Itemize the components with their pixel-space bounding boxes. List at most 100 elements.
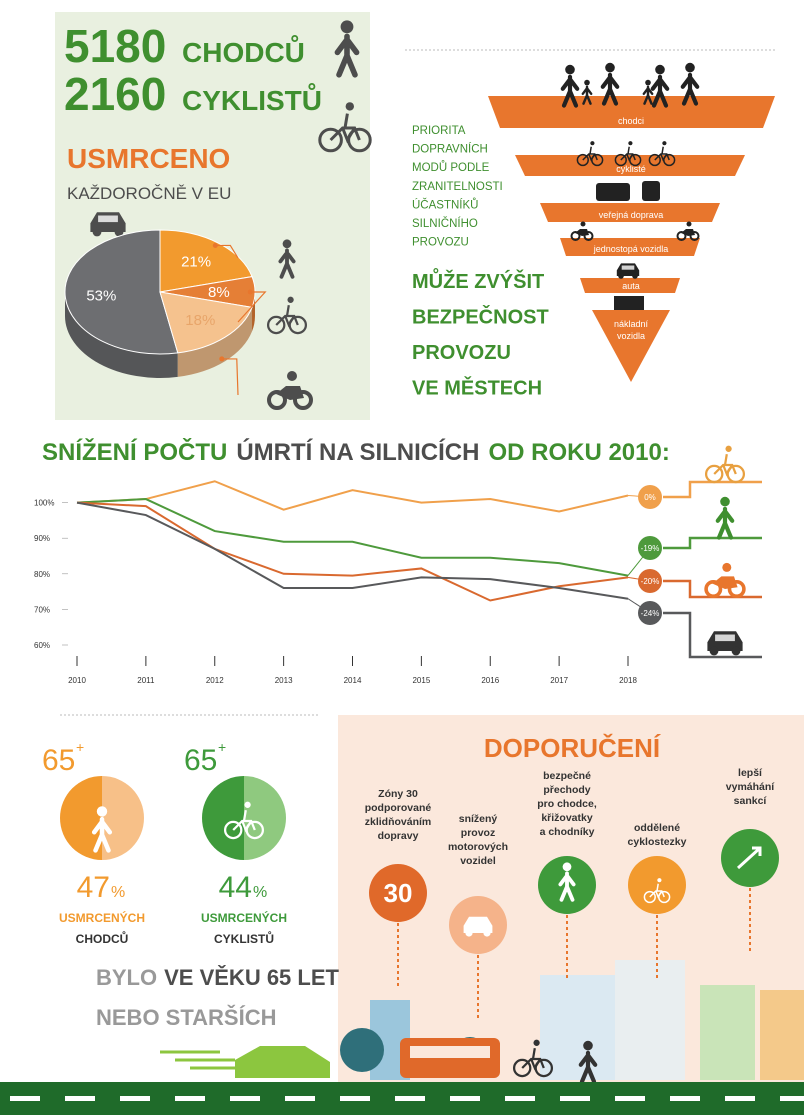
icon-part — [713, 454, 737, 477]
icon-part — [318, 127, 343, 153]
headline-number: 2160 — [64, 68, 166, 120]
recommendation-text: sankcí — [734, 795, 768, 807]
y-tick-label: 80% — [34, 570, 50, 579]
x-tick-label: 2013 — [275, 676, 293, 685]
road-dash — [615, 1096, 645, 1101]
pie-slice — [159, 229, 253, 293]
icon-arrow — [736, 846, 762, 870]
road-dash — [560, 1096, 590, 1101]
recommendation-text: zklidňováním — [365, 816, 432, 828]
bus-window — [410, 1046, 490, 1058]
series-line — [76, 501, 629, 600]
icon-part — [649, 883, 665, 899]
road-dash — [285, 1096, 315, 1101]
icon-part — [576, 153, 589, 167]
icon-part — [582, 146, 598, 162]
icon-part — [114, 227, 124, 237]
icon-part — [92, 227, 102, 237]
icon-person — [560, 64, 580, 108]
icon-part — [580, 221, 586, 227]
icon-part — [650, 74, 670, 108]
icon-part — [681, 229, 695, 236]
pie-top — [159, 229, 253, 293]
icon-part — [287, 371, 297, 381]
funnel-label: auta — [622, 281, 640, 291]
connector — [215, 244, 239, 259]
road-dash — [65, 1096, 95, 1101]
funnel-description: ZRANITELNOSTI — [412, 181, 503, 193]
road-dash — [780, 1096, 804, 1101]
recommendation-text: vymáhání — [726, 781, 776, 793]
pie-label: 53% — [86, 288, 116, 305]
road-dash — [725, 1096, 755, 1101]
pie-top — [64, 229, 179, 355]
funnel-level — [580, 278, 680, 293]
pie-label: 21% — [181, 254, 211, 271]
stat-line: CHODCŮ — [76, 930, 129, 946]
icon-part — [581, 85, 593, 105]
icon-part — [560, 74, 580, 108]
icon-bike — [512, 1039, 554, 1078]
icon-part — [278, 248, 296, 279]
icon-person — [334, 20, 360, 78]
recommendation-text: vozidel — [460, 855, 496, 867]
pie-top — [159, 291, 253, 354]
icon-truck — [614, 296, 644, 310]
icon-part — [648, 153, 661, 167]
funnel-description: PRIORITA — [412, 125, 466, 137]
road-dash — [175, 1096, 205, 1101]
y-tick-label: 90% — [34, 534, 50, 543]
icon-car — [90, 212, 126, 237]
icon-part — [334, 33, 360, 78]
recommendation-text: bezpečné — [543, 770, 591, 782]
funnel-description: PROVOZU — [412, 237, 469, 249]
recommendation-text: cyklostezky — [628, 836, 687, 848]
icon-part — [704, 579, 723, 598]
icon-part — [562, 862, 572, 872]
funnel-level — [488, 96, 775, 128]
recommendation-text: oddělené — [634, 822, 680, 834]
icon-car — [707, 631, 743, 656]
funnel-claim: BEZPEČNOST — [412, 305, 549, 329]
icon-part — [722, 562, 732, 572]
age-circle-left — [60, 776, 102, 860]
icon-part — [715, 506, 735, 540]
recommendation-text: a chodníky — [540, 826, 595, 838]
icon-part — [605, 62, 615, 73]
step-line — [663, 611, 762, 659]
icon-part — [565, 64, 575, 75]
chart-title: ÚMRTÍ NA SILNICÍCH — [236, 438, 479, 466]
connector-dot — [219, 356, 225, 362]
icon-part — [704, 464, 724, 484]
building — [760, 990, 804, 1080]
end-badge — [638, 569, 662, 593]
recommendation-text: přechody — [543, 784, 590, 796]
pie-label: 18% — [185, 312, 215, 329]
icon-part — [643, 890, 656, 904]
icon-part — [614, 153, 627, 167]
recommendation-text: motorových — [448, 841, 508, 853]
pie-side — [177, 307, 253, 377]
badge-text: 30 — [384, 878, 413, 908]
icon-person — [578, 1040, 598, 1084]
icon-bike — [576, 141, 604, 167]
icon-part — [657, 878, 662, 883]
funnel-level — [592, 310, 670, 382]
icon-part — [600, 72, 620, 106]
summary: BYLO — [96, 965, 157, 990]
end-badge — [638, 536, 662, 560]
y-tick-label: 100% — [34, 499, 54, 508]
icon-bike — [266, 296, 308, 335]
icon-motorbike — [570, 221, 594, 241]
stat-line: USMRCENÝCH — [59, 910, 145, 925]
step-line — [663, 536, 762, 550]
headline-word: CHODCŮ — [182, 35, 305, 68]
icon-part — [725, 445, 732, 452]
icon-part — [575, 229, 589, 236]
x-tick-label: 2018 — [619, 676, 637, 685]
icon-part — [712, 576, 738, 589]
icon-part — [621, 265, 635, 270]
road-dash — [230, 1096, 260, 1101]
icon-part — [590, 141, 595, 146]
icon-part — [628, 141, 633, 146]
